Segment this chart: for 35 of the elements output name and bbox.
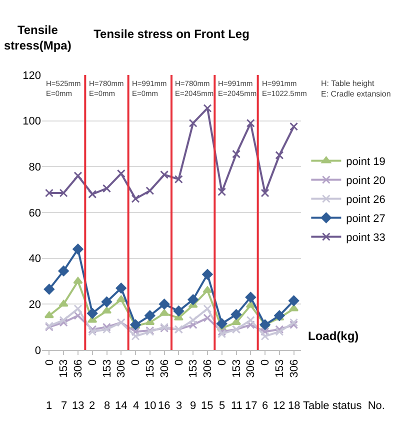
category-label: 0 5 xyxy=(216,359,228,412)
category-label: 153 8 xyxy=(101,359,114,412)
category-label: 153 11 xyxy=(230,359,243,412)
chart-title: Tensile stress on Front Leg xyxy=(94,27,250,42)
category-label: 306 18 xyxy=(288,359,300,412)
category-label: 153 7 xyxy=(58,359,70,412)
legend-label: point 33 xyxy=(346,232,386,244)
category-label: 0 3 xyxy=(173,359,186,412)
category-label: 0 4 xyxy=(130,359,142,412)
y-tick-label: 20 xyxy=(28,299,41,312)
y-tick-label: 60 xyxy=(28,207,41,220)
y-tick-label: 100 xyxy=(22,116,41,128)
category-label: 306 17 xyxy=(245,359,258,412)
category-label: 0 2 xyxy=(86,359,99,412)
category-label: 153 12 xyxy=(273,359,286,412)
y-tick-label: 0 xyxy=(34,344,41,357)
y-tick-label: 80 xyxy=(28,162,41,174)
legend-label: point 19 xyxy=(346,156,386,168)
x-axis-title: Load(kg) xyxy=(308,329,359,343)
text: H: Table height E: Cradle extansion xyxy=(321,79,391,98)
category-label: 153 10 xyxy=(144,359,156,412)
category-label: 153 9 xyxy=(188,359,200,412)
category-label: 306 15 xyxy=(201,359,214,412)
legend-label: point 20 xyxy=(346,175,386,188)
y-axis-title: Tensile stress(Mpa) xyxy=(4,23,72,53)
y-tick-label: 120 xyxy=(22,70,41,82)
category-label: 306 13 xyxy=(72,359,85,412)
legend-label: point 26 xyxy=(346,194,386,206)
category-label: 306 16 xyxy=(158,359,171,412)
category-label: 0 1 xyxy=(44,359,56,412)
category-label: 306 14 xyxy=(115,359,128,412)
legend-label: point 27 xyxy=(346,213,386,226)
category-label: 0 6 xyxy=(260,359,272,412)
y-tick-label: 40 xyxy=(28,253,41,266)
text: Table status No. xyxy=(303,400,385,412)
